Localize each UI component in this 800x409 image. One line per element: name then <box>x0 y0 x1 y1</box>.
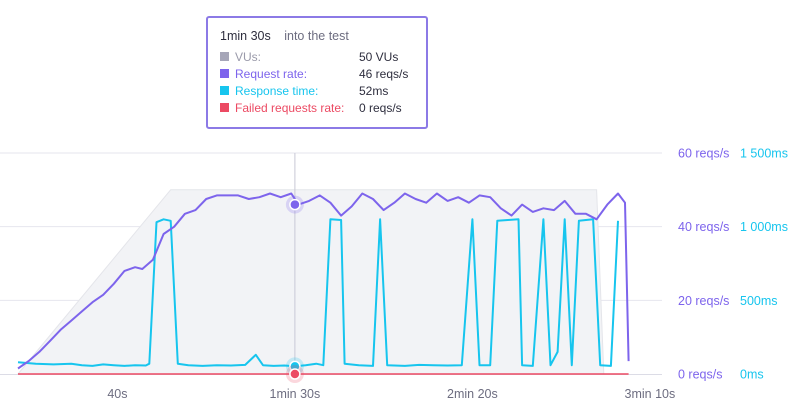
tooltip-subtitle: into the test <box>284 29 349 43</box>
y-left-tick-0: 60 reqs/s <box>678 147 729 161</box>
request-rate-marker <box>289 198 301 211</box>
x-tick-3: 3min 10s <box>625 387 676 401</box>
x-tick-1: 1min 30s <box>270 387 321 401</box>
request-rate-line[interactable] <box>17 192 630 370</box>
tooltip-value-failed-rate: 0 reqs/s <box>359 100 402 115</box>
vus-area <box>16 189 605 375</box>
response-time-swatch-icon <box>220 86 229 95</box>
response-time-line[interactable] <box>17 218 619 368</box>
x-tick-0: 40s <box>107 387 127 401</box>
hover-tooltip: 1min 30s into the test VUs: 50 VUs Reque… <box>206 16 428 129</box>
y-right-tick-1: 1 000ms <box>740 220 788 234</box>
tooltip-label-response-time: Response time: <box>235 83 319 98</box>
tooltip-header: 1min 30s into the test <box>220 29 414 43</box>
tooltip-row-vus: VUs: 50 VUs <box>220 48 414 65</box>
failed-rate-swatch-icon <box>220 103 229 112</box>
y-left-tick-2: 20 reqs/s <box>678 294 729 308</box>
tooltip-label-vus: VUs: <box>235 49 262 64</box>
failed-rate-marker <box>289 368 301 380</box>
request-rate-swatch-icon <box>220 69 229 78</box>
vus-swatch-icon <box>220 52 229 61</box>
x-tick-2: 2min 20s <box>447 387 498 401</box>
tooltip-label-failed-rate: Failed requests rate: <box>235 100 345 115</box>
tooltip-row-response-time: Response time: 52ms <box>220 82 414 99</box>
y-right-tick-0: 1 500ms <box>740 147 788 161</box>
tooltip-value-response-time: 52ms <box>359 83 389 98</box>
tooltip-row-request-rate: Request rate: 46 reqs/s <box>220 65 414 82</box>
y-right-tick-2: 500ms <box>740 294 778 308</box>
tooltip-time: 1min 30s <box>220 29 271 43</box>
y-right-tick-3: 0ms <box>740 368 764 382</box>
tooltip-label-request-rate: Request rate: <box>235 66 308 81</box>
tooltip-value-request-rate: 46 reqs/s <box>359 66 409 81</box>
y-left-tick-1: 40 reqs/s <box>678 220 729 234</box>
y-left-tick-3: 0 reqs/s <box>678 368 722 382</box>
tooltip-value-vus: 50 VUs <box>359 49 399 64</box>
tooltip-row-failed-rate: Failed requests rate: 0 reqs/s <box>220 99 414 116</box>
